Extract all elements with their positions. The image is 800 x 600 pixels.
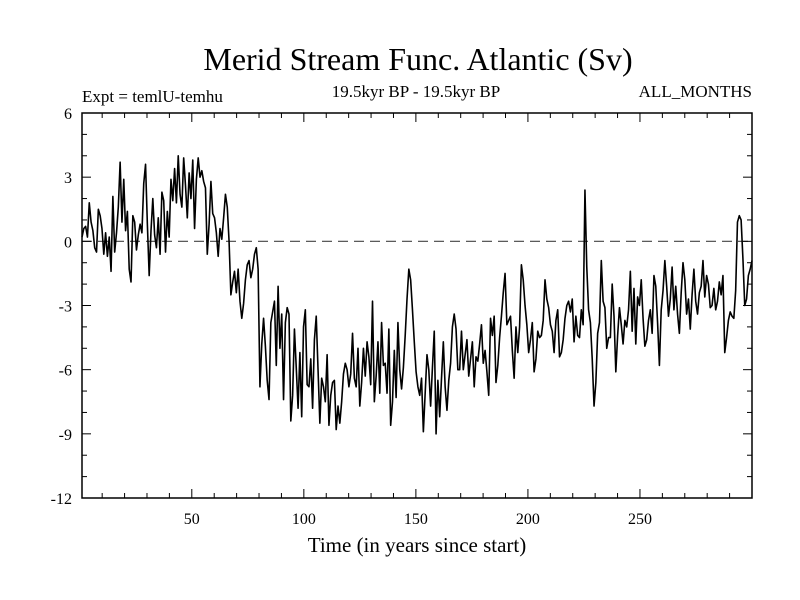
- chart-subtitle: 19.5kyr BP - 19.5kyr BP: [332, 82, 500, 101]
- y-tick-label: 3: [64, 170, 72, 187]
- y-tick-label: -9: [59, 427, 72, 444]
- months-label: ALL_MONTHS: [639, 82, 752, 101]
- y-tick-label: -3: [59, 299, 72, 316]
- x-tick-label: 250: [628, 511, 652, 528]
- series-line: [81, 154, 753, 435]
- y-tick-label: 6: [64, 106, 72, 123]
- x-axis-label: Time (in years since start): [308, 533, 527, 557]
- x-tick-label: 100: [292, 511, 316, 528]
- x-tick-label: 50: [184, 511, 200, 528]
- experiment-label: Expt = temlU-temhu: [82, 87, 223, 106]
- chart-title: Merid Stream Func. Atlantic (Sv): [203, 41, 632, 77]
- y-tick-label: 0: [64, 234, 72, 251]
- x-axis-ticks: 50 100 150 200 250: [101, 113, 753, 528]
- y-tick-label: -6: [59, 363, 72, 380]
- y-tick-label: -12: [51, 491, 72, 508]
- x-tick-label: 150: [404, 511, 428, 528]
- x-tick-label: 200: [516, 511, 540, 528]
- y-axis-ticks: -12 -9 -6 -3 0 3 6: [51, 106, 752, 508]
